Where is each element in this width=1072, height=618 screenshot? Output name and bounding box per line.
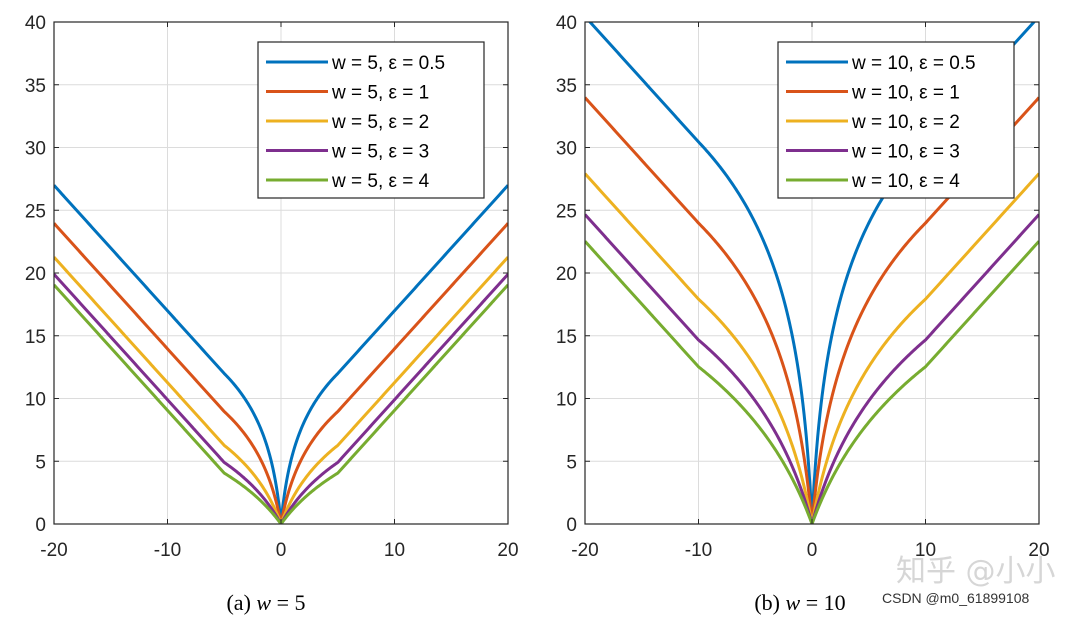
series-line-1 xyxy=(54,184,508,524)
x-tick-label: 0 xyxy=(276,540,287,561)
series-line-2 xyxy=(54,222,508,524)
x-tick-label: -20 xyxy=(571,540,598,561)
y-tick-label: 0 xyxy=(566,515,577,536)
zhihu-watermark: 知乎 @小小 xyxy=(896,554,1056,589)
y-tick-label: 40 xyxy=(556,13,577,34)
series-line-3 xyxy=(54,256,508,524)
x-tick-label: 20 xyxy=(497,540,518,561)
x-tick-label: -10 xyxy=(154,540,181,561)
legend-label-4: w = 5, ε = 3 xyxy=(331,142,429,163)
chart-caption: (a) w = 5 xyxy=(226,590,305,615)
legend: w = 10, ε = 0.5 w = 10, ε = 1 w = 10, ε = … xyxy=(777,41,1015,199)
legend-label-1: w = 10, ε = 0.5 xyxy=(851,53,976,74)
legend-label-4: w = 10, ε = 3 xyxy=(851,142,960,163)
x-tick-label: 0 xyxy=(807,540,818,561)
y-tick-label: 30 xyxy=(556,139,577,160)
y-tick-label: 35 xyxy=(25,76,46,97)
x-tick-label: 20 xyxy=(1028,540,1049,561)
x-tick-label: 10 xyxy=(384,540,405,561)
y-tick-label: 20 xyxy=(556,264,577,285)
chart-caption: (b) w = 10 xyxy=(754,590,845,615)
y-tick-label: 15 xyxy=(25,327,46,348)
legend-label-1: w = 5, ε = 0.5 xyxy=(331,53,445,74)
y-tick-label: 10 xyxy=(25,390,46,411)
y-tick-label: 35 xyxy=(556,76,577,97)
series-line-5 xyxy=(54,283,508,524)
legend-label-5: w = 5, ε = 4 xyxy=(331,171,430,192)
legend-label-2: w = 5, ε = 1 xyxy=(331,83,429,104)
x-tick-label: 10 xyxy=(915,540,936,561)
legend-label-3: w = 10, ε = 2 xyxy=(851,112,960,133)
series-line-4 xyxy=(54,273,508,524)
legend-label-2: w = 10, ε = 1 xyxy=(851,83,960,104)
y-tick-label: 10 xyxy=(556,390,577,411)
y-tick-label: 20 xyxy=(25,264,46,285)
y-tick-label: 15 xyxy=(556,327,577,348)
series-line-4 xyxy=(585,213,1039,524)
series-line-3 xyxy=(585,172,1039,524)
y-tick-label: 25 xyxy=(25,201,46,222)
y-tick-label: 40 xyxy=(25,13,46,34)
legend-label-5: w = 10, ε = 4 xyxy=(851,171,960,192)
series-line-5 xyxy=(585,240,1039,524)
csdn-watermark: CSDN @m0_61899108 xyxy=(880,590,1032,606)
y-tick-label: 30 xyxy=(25,139,46,160)
legend-label-3: w = 5, ε = 2 xyxy=(331,112,429,133)
chart-panel-2: -20 -10 0 10 20 0 5 10 15 20 25 30 35 40 w = 10, ε = 0… xyxy=(556,13,1050,615)
x-tick-label: -10 xyxy=(685,540,712,561)
y-tick-label: 5 xyxy=(566,452,577,473)
chart-panel-1: -20 -10 0 10 20 0 5 10 15 20 25 30 35 40 w = 5, ε = 0.… xyxy=(25,13,519,615)
y-tick-label: 25 xyxy=(556,201,577,222)
y-tick-label: 0 xyxy=(35,515,46,536)
x-tick-label: -20 xyxy=(40,540,67,561)
y-tick-label: 5 xyxy=(35,452,46,473)
legend: w = 5, ε = 0.5 w = 5, ε = 1 w = 5, ε = 2 w … xyxy=(257,41,485,199)
